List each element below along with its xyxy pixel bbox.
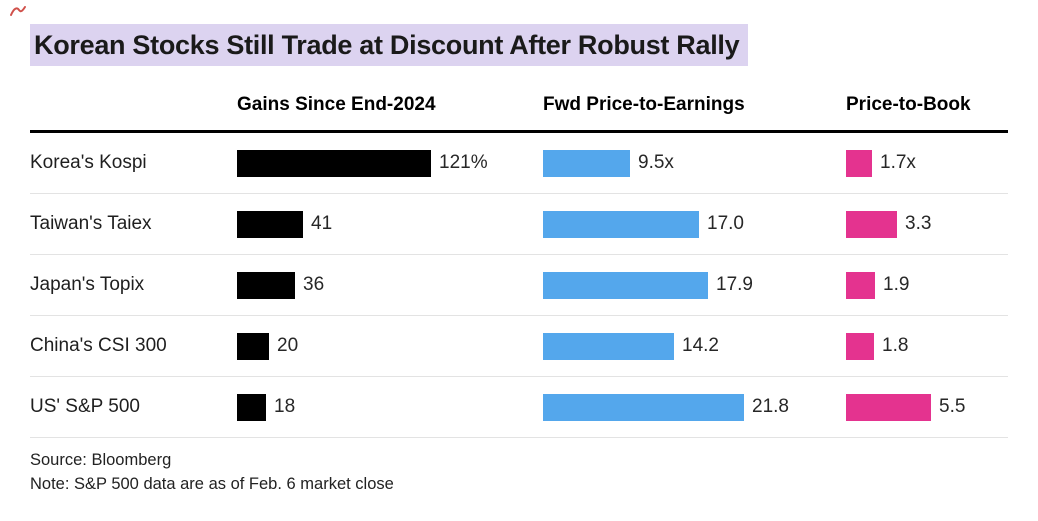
gains-value: 36 (303, 274, 325, 296)
row-label: US' S&P 500 (30, 396, 140, 418)
row-label: Taiwan's Taiex (30, 213, 152, 235)
header-divider (30, 130, 1008, 134)
gains-bar (237, 393, 266, 421)
table-row: Taiwan's Taiex 41 17.0 3.3 (30, 194, 1008, 256)
gains-cell: 36 (237, 271, 543, 299)
table-row: China's CSI 300 20 14.2 1.8 (30, 316, 1008, 378)
row-label: Japan's Topix (30, 274, 145, 296)
price-to-book-bar (846, 271, 875, 299)
price-to-book-cell: 1.8 (846, 332, 1008, 360)
fwd-pe-value: 9.5x (638, 152, 674, 174)
table-row: Korea's Kospi 121% 9.5x 1.7x (30, 133, 1008, 195)
price-to-book-bar (846, 332, 874, 360)
note-text: Note: S&P 500 data are as of Feb. 6 mark… (30, 475, 394, 494)
footer: Source: Bloomberg Note: S&P 500 data are… (30, 448, 1008, 496)
gains-cell: 121% (237, 149, 543, 177)
gains-bar (237, 210, 303, 238)
price-to-book-bar (846, 210, 897, 238)
column-headers: Gains Since End-2024 Fwd Price-to-Earnin… (30, 94, 1008, 130)
gains-bar (237, 271, 295, 299)
fwd-pe-bar (543, 271, 708, 299)
fwd-pe-value: 17.0 (707, 213, 744, 235)
gains-cell: 18 (237, 393, 543, 421)
gains-value: 41 (311, 213, 333, 235)
gains-value: 20 (277, 335, 299, 357)
chart-title: Korean Stocks Still Trade at Discount Af… (30, 24, 749, 67)
price-to-book-value: 1.7x (880, 152, 916, 174)
gains-value: 121% (439, 152, 488, 174)
fwd-pe-cell: 14.2 (543, 332, 846, 360)
gains-bar (237, 332, 269, 360)
price-to-book-value: 1.9 (883, 274, 910, 296)
fwd-pe-value: 14.2 (682, 335, 719, 357)
column-header-gains: Gains Since End-2024 (237, 94, 436, 116)
fwd-pe-bar (543, 332, 674, 360)
column-header-fwd-pe: Fwd Price-to-Earnings (543, 94, 745, 116)
fwd-pe-bar (543, 149, 630, 177)
price-to-book-value: 3.3 (905, 213, 932, 235)
fwd-pe-bar (543, 210, 699, 238)
fwd-pe-bar (543, 393, 744, 421)
fwd-pe-cell: 9.5x (543, 149, 846, 177)
price-to-book-bar (846, 393, 931, 421)
column-header-price-to-book: Price-to-Book (846, 94, 971, 116)
price-to-book-cell: 3.3 (846, 210, 1008, 238)
price-to-book-cell: 1.7x (846, 149, 1008, 177)
red-pen-stroke (10, 6, 26, 16)
price-to-book-cell: 5.5 (846, 393, 1008, 421)
table-row: Japan's Topix 36 17.9 1.9 (30, 255, 1008, 317)
gains-bar (237, 149, 431, 177)
row-label: China's CSI 300 (30, 335, 167, 357)
row-label: Korea's Kospi (30, 152, 147, 174)
fwd-pe-value: 21.8 (752, 396, 789, 418)
fwd-pe-value: 17.9 (716, 274, 753, 296)
red-pen-mark-icon (10, 6, 26, 16)
fwd-pe-cell: 17.9 (543, 271, 846, 299)
table-row: US' S&P 500 18 21.8 5.5 (30, 377, 1008, 439)
gains-value: 18 (274, 396, 296, 418)
fwd-pe-cell: 17.0 (543, 210, 846, 238)
fwd-pe-cell: 21.8 (543, 393, 846, 421)
gains-cell: 41 (237, 210, 543, 238)
price-to-book-value: 5.5 (939, 396, 966, 418)
price-to-book-bar (846, 149, 872, 177)
rows: Korea's Kospi 121% 9.5x 1.7x Taiwan's Ta… (30, 133, 1008, 439)
gains-cell: 20 (237, 332, 543, 360)
price-to-book-cell: 1.9 (846, 271, 1008, 299)
price-to-book-value: 1.8 (882, 335, 909, 357)
source-text: Source: Bloomberg (30, 451, 172, 470)
